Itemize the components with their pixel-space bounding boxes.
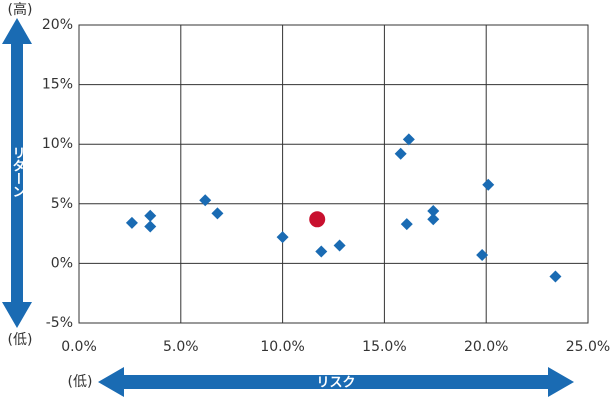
point	[309, 211, 326, 228]
y-tick-label: 20%	[42, 17, 73, 33]
point	[276, 231, 289, 244]
x-tick-label: 0.0%	[61, 339, 97, 355]
x-tick-label: 5.0%	[163, 339, 199, 355]
x-tick-label: 20.0%	[464, 339, 508, 355]
point	[125, 216, 138, 229]
x-tick-label: 15.0%	[362, 339, 406, 355]
x-tick-label: 10.0%	[260, 339, 304, 355]
y-tick-label: 15%	[42, 77, 73, 93]
x-low-label: (低)	[68, 374, 93, 390]
y-arrow	[2, 18, 32, 328]
y-axis-label: リターン	[10, 146, 26, 198]
point	[211, 207, 224, 220]
point	[549, 270, 562, 283]
y-tick-label: -5%	[46, 315, 73, 331]
y-tick-label: 10%	[42, 136, 73, 152]
point	[144, 220, 157, 233]
x-tick-label: 25.0%	[566, 339, 610, 355]
y-tick-label: 5%	[51, 196, 73, 212]
point	[400, 218, 413, 231]
point	[315, 245, 328, 258]
y-low-label: (低)	[8, 332, 33, 348]
point	[394, 147, 407, 160]
point	[402, 133, 415, 146]
point	[427, 204, 440, 217]
y-tick-label: 0%	[51, 255, 73, 271]
x-arrow	[98, 367, 574, 397]
plot-frame	[78, 24, 589, 324]
x-axis-label: リスク	[316, 376, 355, 391]
point	[144, 209, 157, 222]
point	[482, 178, 495, 191]
point	[476, 249, 489, 262]
point	[427, 213, 440, 226]
y-high-label: (高)	[8, 1, 33, 18]
point	[199, 194, 212, 207]
point	[333, 239, 346, 252]
